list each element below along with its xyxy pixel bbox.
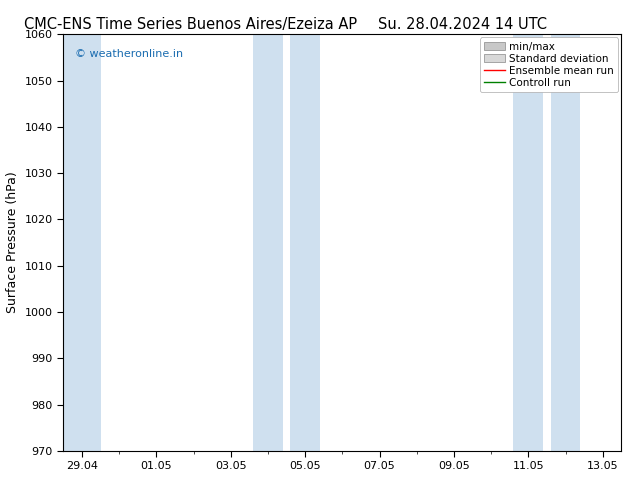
Bar xyxy=(290,34,320,451)
Bar xyxy=(63,34,101,451)
Y-axis label: Surface Pressure (hPa): Surface Pressure (hPa) xyxy=(6,172,19,314)
Bar xyxy=(514,34,543,451)
Bar xyxy=(551,34,580,451)
Legend: min/max, Standard deviation, Ensemble mean run, Controll run: min/max, Standard deviation, Ensemble me… xyxy=(480,37,618,92)
Bar xyxy=(253,34,283,451)
Text: CMC-ENS Time Series Buenos Aires/Ezeiza AP: CMC-ENS Time Series Buenos Aires/Ezeiza … xyxy=(23,17,357,32)
Text: Su. 28.04.2024 14 UTC: Su. 28.04.2024 14 UTC xyxy=(378,17,547,32)
Text: © weatheronline.in: © weatheronline.in xyxy=(75,49,183,59)
